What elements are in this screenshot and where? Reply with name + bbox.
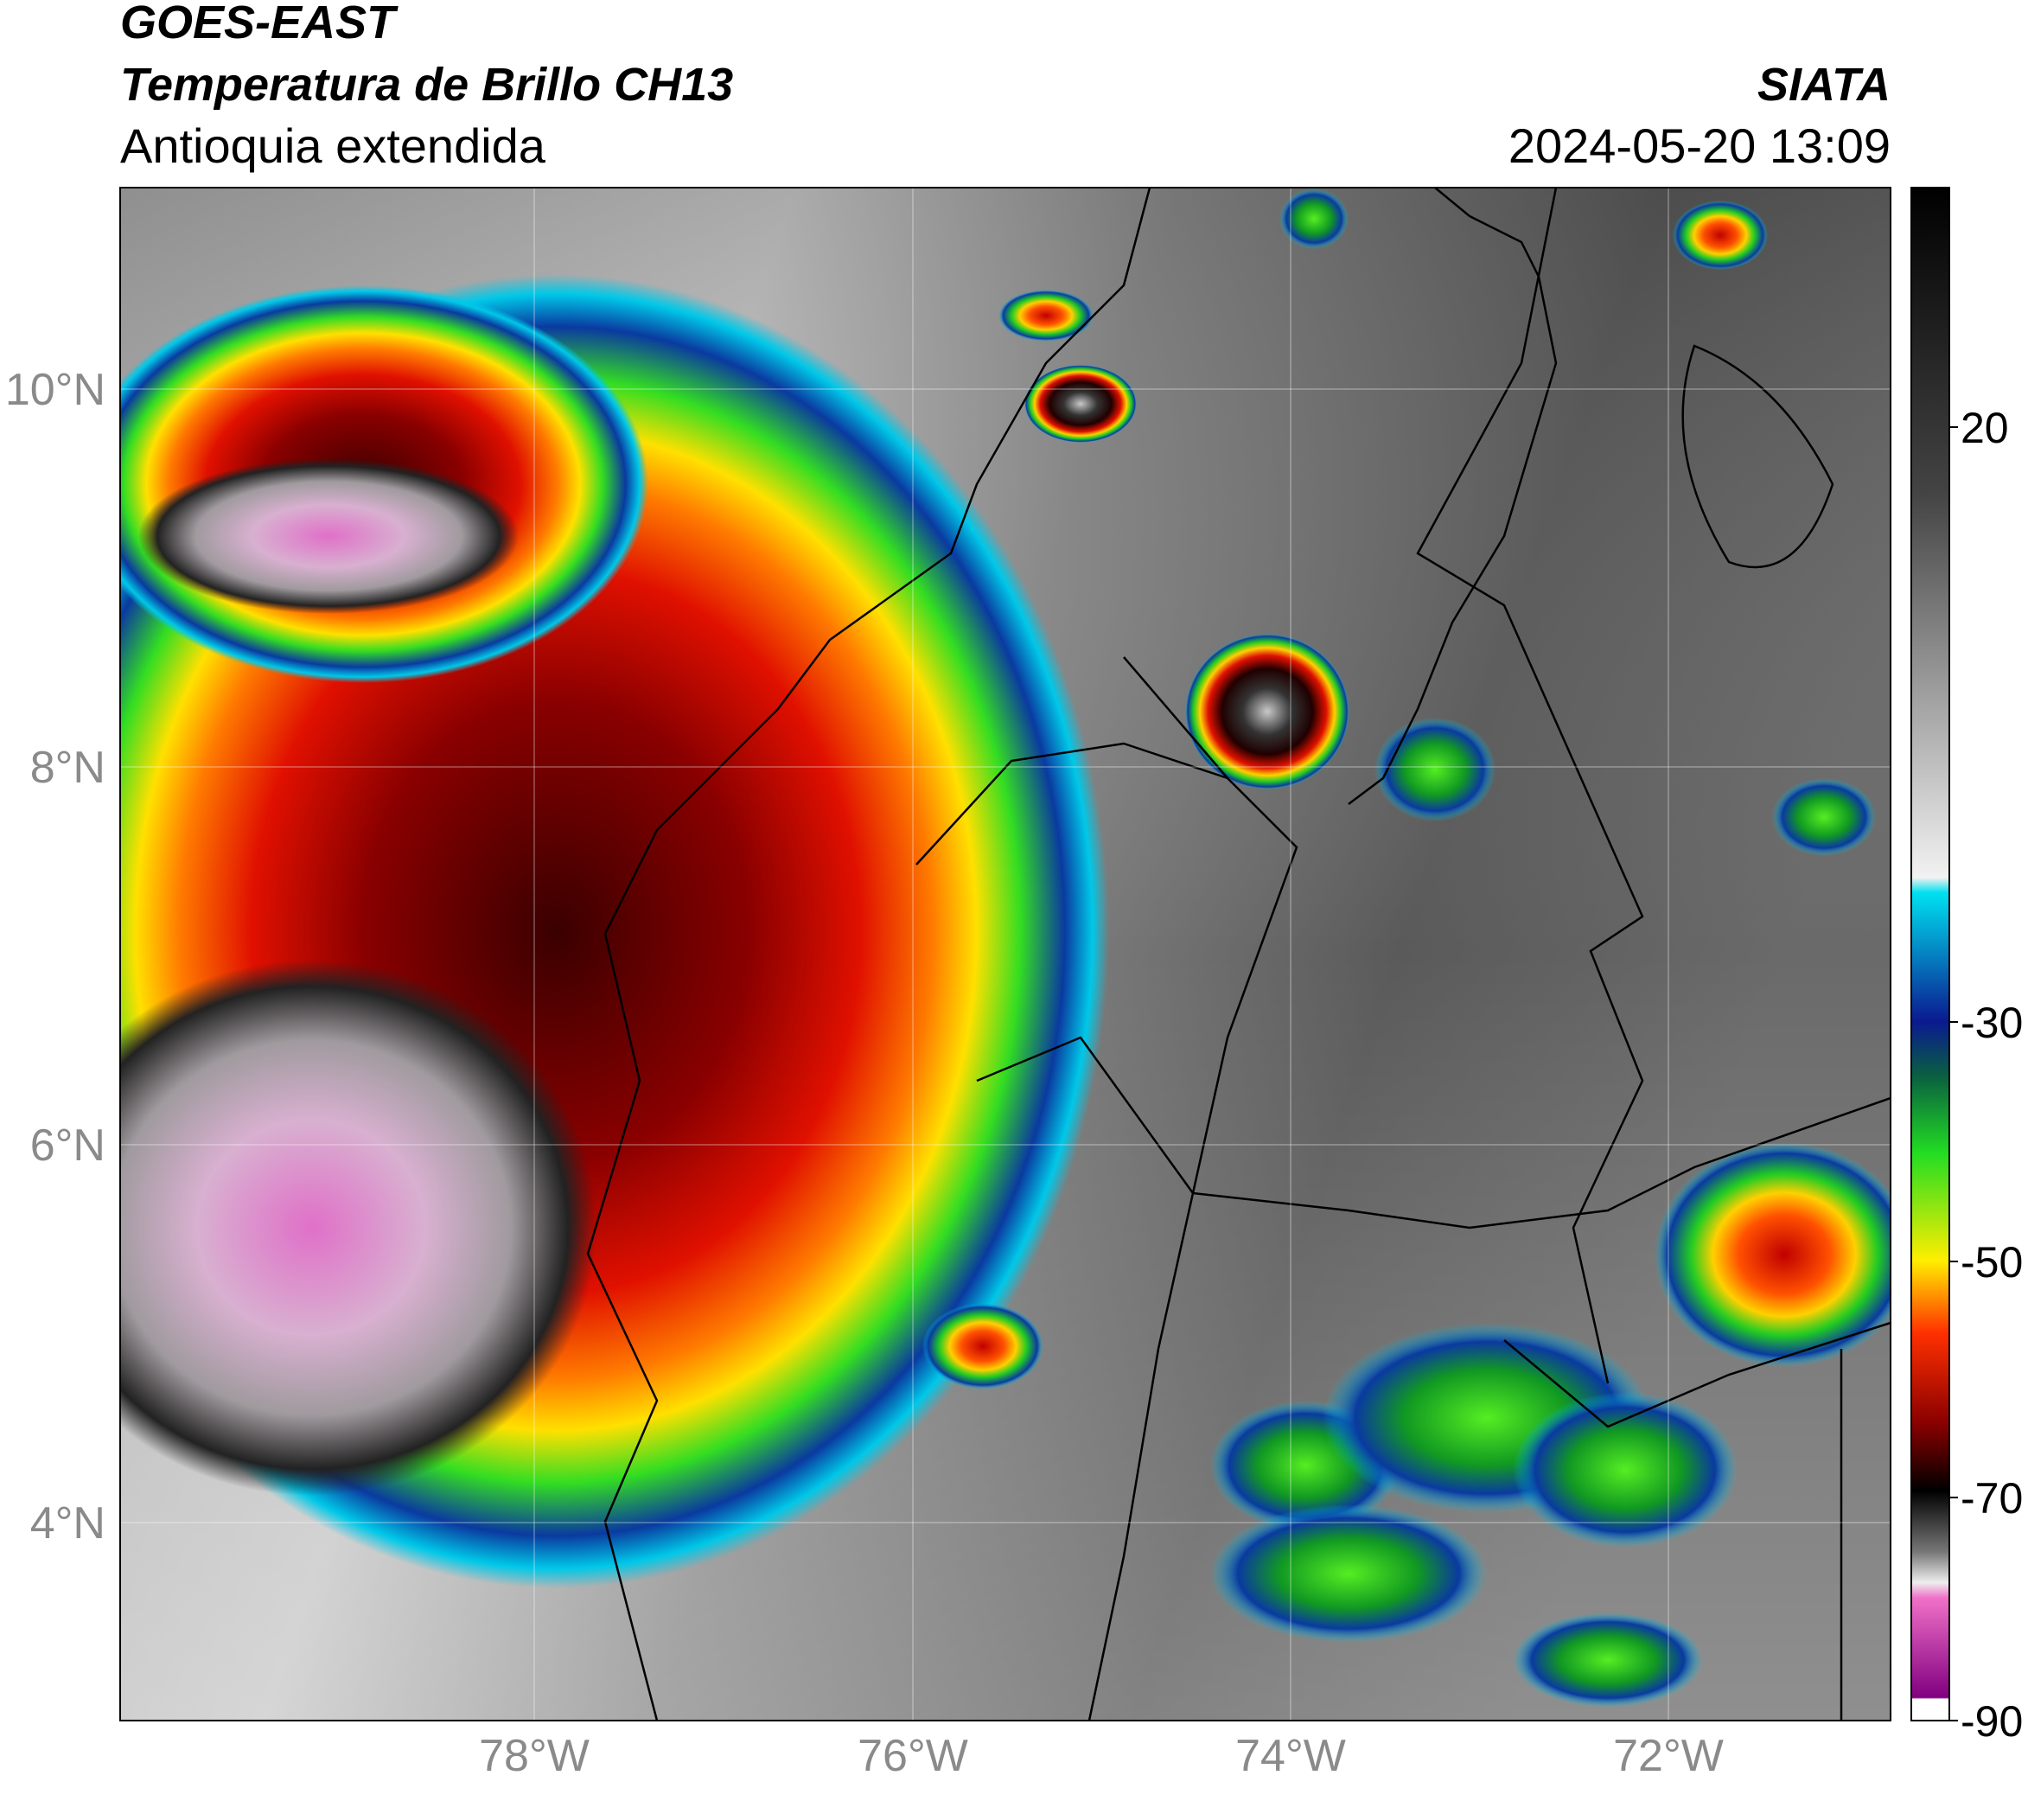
lon-label: 76°W	[858, 1731, 968, 1781]
lat-label: 8°N	[30, 743, 105, 793]
storm-cell	[1185, 634, 1349, 789]
cloud-cluster	[1513, 1612, 1703, 1708]
labels: 78°W 76°W 74°W 72°W 10°N 8°N 6°N 4°N 20 -30 -50 -70…	[5, 365, 2023, 1781]
graticule	[120, 188, 1891, 1721]
department-border	[1087, 656, 1298, 1721]
colorbar-tick-label: -70	[1961, 1474, 2023, 1523]
lat-label: 4°N	[30, 1498, 105, 1549]
lat-label: 10°N	[5, 365, 105, 415]
cold-cloud-top	[120, 960, 596, 1496]
source: SIATA	[1757, 59, 1891, 111]
lake	[1681, 344, 1834, 569]
department-border	[915, 742, 1891, 1229]
cold-cloud-top	[138, 458, 519, 614]
border	[1348, 188, 1558, 805]
title: GOES-EAST	[120, 0, 399, 48]
coastline	[586, 188, 1151, 1721]
map-frame	[119, 187, 1891, 1721]
storm-cell	[1024, 365, 1137, 443]
colorbar-tick-label: 20	[1961, 404, 2009, 452]
colorbar-tick-label: -90	[1961, 1697, 2023, 1746]
cloud-cluster	[1279, 188, 1349, 249]
lat-label: 6°N	[30, 1121, 105, 1171]
map-image	[120, 188, 1891, 1721]
lon-label: 74°W	[1235, 1731, 1346, 1781]
storm-cell	[1655, 1142, 1891, 1367]
border	[1503, 1321, 1891, 1721]
boundaries	[586, 188, 1891, 1721]
colorbar	[1910, 187, 1950, 1721]
lon-label: 72°W	[1613, 1731, 1724, 1781]
storm-cell	[922, 1303, 1043, 1389]
timestamp: 2024-05-20 13:09	[1508, 118, 1891, 173]
colorbar-tick-label: -50	[1961, 1238, 2023, 1287]
colorbar-tick-label: -30	[1961, 999, 2023, 1047]
cloud-cluster	[1513, 1392, 1738, 1548]
storm-cell	[1673, 201, 1768, 270]
subtitle: Temperatura de Brillo CH13	[120, 59, 733, 111]
region: Antioquia extendida	[120, 118, 546, 173]
border	[1416, 188, 1644, 1384]
storm-cell	[998, 290, 1094, 342]
cloud-cluster	[1210, 1504, 1487, 1643]
cloud-cluster	[1772, 778, 1876, 856]
cloud-cluster	[1374, 718, 1495, 821]
lon-label: 78°W	[479, 1731, 590, 1781]
